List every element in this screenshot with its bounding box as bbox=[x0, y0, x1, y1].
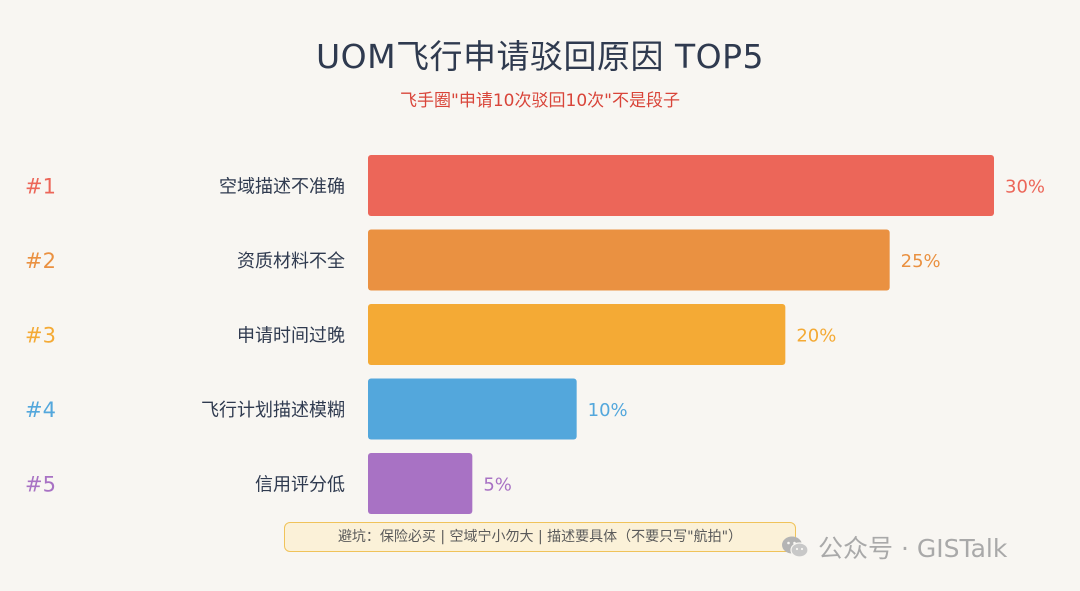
value-label: 30% bbox=[1005, 177, 1045, 198]
bar bbox=[368, 155, 994, 216]
value-label: 20% bbox=[796, 326, 836, 347]
chart-title: UOM飞行申请驳回原因 TOP5 bbox=[315, 37, 765, 76]
rank-label: #1 bbox=[25, 175, 56, 199]
rank-label: #3 bbox=[25, 324, 56, 348]
value-label: 5% bbox=[483, 475, 512, 496]
tips-footnote: 避坑：保险必买 | 空域宁小勿大 | 描述要具体（不要只写"航拍"） bbox=[284, 522, 796, 552]
rank-label: #5 bbox=[25, 473, 56, 497]
category-label: 资质材料不全 bbox=[237, 251, 345, 272]
bar bbox=[368, 378, 577, 440]
bar bbox=[368, 229, 890, 291]
rank-label: #2 bbox=[25, 249, 56, 273]
wechat-icon bbox=[782, 536, 809, 558]
watermark-text: 公众号 · GISTalk bbox=[818, 534, 1008, 563]
category-label: 信用评分低 bbox=[255, 475, 345, 496]
watermark: 公众号 · GISTalk bbox=[780, 528, 1007, 566]
value-label: 10% bbox=[588, 400, 628, 421]
value-label: 25% bbox=[901, 251, 941, 272]
bar bbox=[368, 453, 473, 514]
category-label: 飞行计划描述模糊 bbox=[201, 400, 345, 421]
category-label: 空域描述不准确 bbox=[219, 177, 345, 198]
chart-subtitle: 飞手圈"申请10次驳回10次"不是段子 bbox=[400, 91, 680, 111]
rank-label: #4 bbox=[25, 398, 56, 422]
category-label: 申请时间过晚 bbox=[237, 326, 345, 347]
bar bbox=[368, 304, 786, 365]
